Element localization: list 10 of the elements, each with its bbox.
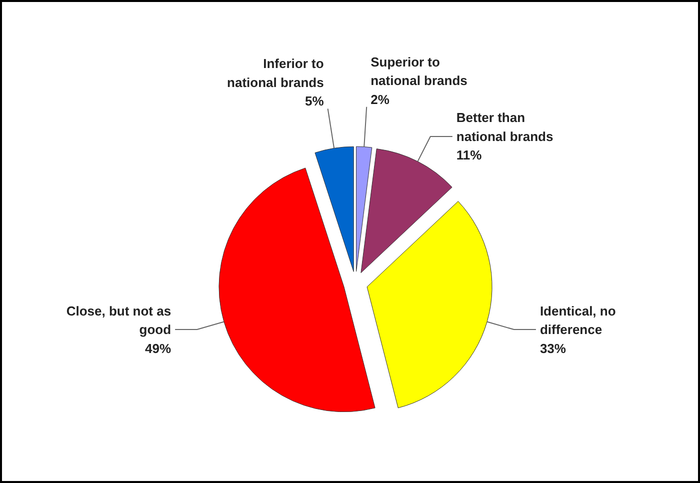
- data-label: 2%: [370, 92, 390, 107]
- slice-label: Better than national brands: [456, 110, 554, 144]
- slice-label: Superior to national brands: [370, 54, 468, 88]
- slice-label: Inferior to national brands: [227, 56, 324, 90]
- data-label: 5%: [305, 94, 324, 109]
- data-label: 11%: [456, 148, 482, 163]
- data-label: 49%: [145, 340, 172, 356]
- slice-label: Close, but not as good: [66, 303, 172, 338]
- slice-label: Identical, no difference: [540, 303, 616, 338]
- data-label: 33%: [540, 340, 566, 356]
